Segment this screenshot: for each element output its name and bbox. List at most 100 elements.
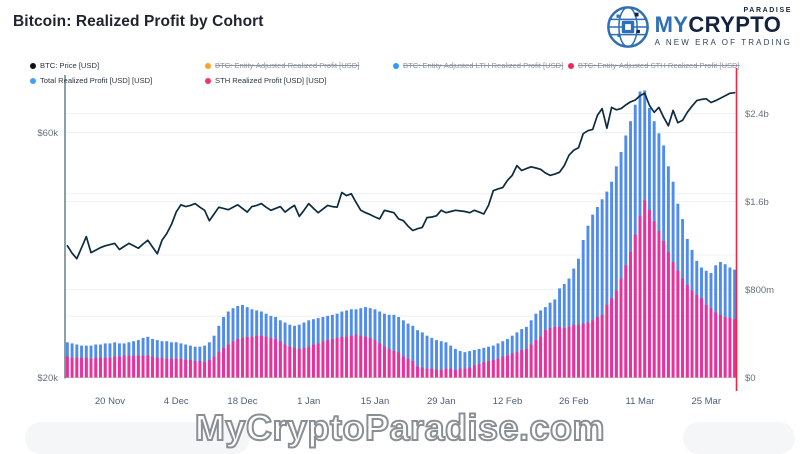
bar-sth-realized-profit [151, 356, 154, 378]
bar-sth-realized-profit [245, 336, 249, 378]
corner-pill-right [683, 422, 795, 454]
globe-circuit-icon [606, 6, 649, 48]
bar-sth-realized-profit [65, 356, 69, 378]
legend-item[interactable]: Total Realized Profit [USD] [USD] [30, 76, 152, 85]
bar-sth-realized-profit [312, 344, 315, 378]
bar-total-realized-profit [453, 348, 457, 378]
bar-sth-realized-profit [439, 369, 443, 378]
x-axis-tick-label: 29 Jan [427, 396, 456, 407]
bar-sth-realized-profit [184, 359, 188, 378]
bar-sth-realized-profit [453, 369, 457, 378]
legend-item[interactable]: STH Realized Profit [USD] [USD] [205, 76, 326, 85]
plot-area[interactable] [65, 68, 737, 378]
bar-sth-realized-profit [515, 352, 519, 378]
legend-item[interactable]: BTC: Entity-Adjusted Realized Profit [US… [205, 61, 359, 70]
bar-sth-realized-profit [89, 358, 93, 378]
legend-item[interactable]: BTC: Entity-Adjusted STH Realized Profit… [568, 61, 740, 70]
bar-total-realized-profit [600, 199, 604, 378]
bar-sth-realized-profit [188, 359, 192, 378]
bar-sth-realized-profit [283, 344, 287, 378]
bar-sth-realized-profit [349, 335, 353, 378]
bar-sth-realized-profit [127, 355, 131, 378]
bar-sth-realized-profit [733, 319, 737, 378]
bar-sth-realized-profit [477, 364, 481, 378]
bar-sth-realized-profit [723, 317, 727, 378]
sth-realized-profit-bars [65, 200, 737, 378]
bar-sth-realized-profit [553, 326, 557, 378]
bar-sth-realized-profit [321, 341, 325, 378]
bar-sth-realized-profit [671, 262, 675, 378]
bar-sth-realized-profit [330, 339, 334, 378]
bar-sth-realized-profit [610, 298, 614, 378]
bar-total-realized-profit [477, 348, 481, 378]
bar-sth-realized-profit [359, 335, 363, 378]
bar-sth-realized-profit [482, 362, 486, 378]
x-axis-tick-label: 20 Nov [95, 396, 125, 407]
left-axis-label: $20k [37, 373, 58, 384]
bar-sth-realized-profit [662, 241, 666, 378]
bar-sth-realized-profit [681, 278, 685, 378]
bar-sth-realized-profit [264, 336, 268, 378]
bar-sth-realized-profit [406, 358, 410, 378]
bar-sth-realized-profit [231, 341, 235, 378]
bar-total-realized-profit [572, 268, 576, 378]
bar-sth-realized-profit [326, 340, 330, 378]
bar-total-realized-profit [586, 225, 590, 378]
right-axis-label: $0 [745, 373, 756, 384]
bar-sth-realized-profit [236, 339, 240, 378]
legend-item[interactable]: BTC: Price [USD] [30, 61, 99, 70]
bar-total-realized-profit [619, 152, 623, 378]
bar-total-realized-profit [614, 166, 618, 378]
logo-paradise-text: PARADISE [743, 7, 792, 14]
bar-sth-realized-profit [619, 278, 623, 378]
bar-sth-realized-profit [274, 339, 278, 378]
legend-dot-icon [205, 62, 211, 69]
bar-sth-realized-profit [307, 346, 311, 378]
legend-item-label: BTC: Entity-Adjusted LTH Realized Profit… [403, 61, 564, 70]
bar-total-realized-profit [458, 351, 462, 378]
x-axis-tick-label: 18 Dec [227, 396, 257, 407]
bar-sth-realized-profit [382, 346, 386, 378]
bar-sth-realized-profit [354, 334, 358, 378]
bar-sth-realized-profit [605, 304, 609, 378]
bar-sth-realized-profit [666, 252, 670, 378]
bar-sth-realized-profit [444, 368, 448, 378]
bar-sth-realized-profit [487, 361, 490, 378]
bar-sth-realized-profit [591, 320, 595, 378]
bar-sth-realized-profit [335, 337, 339, 378]
bar-total-realized-profit [382, 313, 386, 378]
bar-sth-realized-profit [472, 365, 476, 378]
bar-sth-realized-profit [524, 348, 528, 378]
bar-sth-realized-profit [685, 285, 689, 378]
legend-item[interactable]: BTC: Entity-Adjusted LTH Realized Profit… [393, 61, 563, 70]
bar-sth-realized-profit [695, 295, 699, 378]
bar-sth-realized-profit [416, 366, 420, 378]
legend-item-label: BTC: Price [USD] [40, 61, 100, 70]
bar-sth-realized-profit [704, 304, 708, 378]
bar-sth-realized-profit [198, 361, 202, 378]
right-axis-label: $2.4b [745, 109, 769, 120]
bar-sth-realized-profit [113, 356, 117, 378]
bar-total-realized-profit [392, 314, 396, 378]
x-axis-tick-label: 26 Feb [559, 396, 589, 407]
bar-sth-realized-profit [368, 337, 372, 378]
legend-dot-icon [205, 77, 211, 84]
bar-sth-realized-profit [572, 324, 576, 378]
bar-sth-realized-profit [435, 369, 438, 378]
bar-total-realized-profit [401, 320, 405, 378]
bar-total-realized-profit [416, 330, 420, 378]
bar-sth-realized-profit [84, 357, 88, 378]
bar-total-realized-profit [406, 323, 410, 378]
watermark-text: MyCryptoParadise.com [194, 406, 606, 449]
bar-sth-realized-profit [586, 322, 590, 378]
bar-total-realized-profit [439, 341, 443, 378]
bar-sth-realized-profit [397, 352, 401, 378]
bar-sth-realized-profit [714, 312, 718, 378]
left-axis-label: $60k [37, 128, 58, 139]
bar-sth-realized-profit [496, 358, 500, 378]
bar-sth-realized-profit [165, 358, 169, 378]
bar-sth-realized-profit [458, 368, 462, 378]
bar-sth-realized-profit [241, 337, 244, 378]
bar-sth-realized-profit [293, 347, 296, 378]
x-axis-tick-label: 12 Feb [493, 396, 523, 407]
